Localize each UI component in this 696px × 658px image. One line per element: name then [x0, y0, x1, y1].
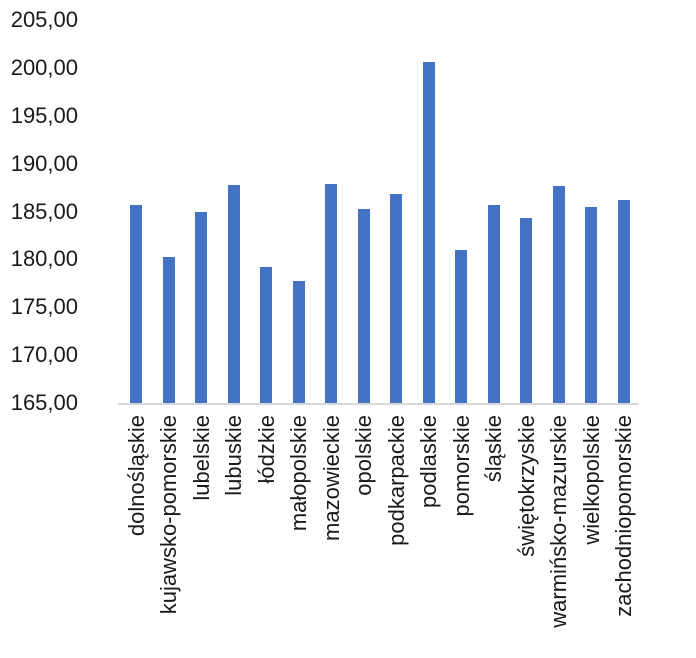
x-axis-line [118, 403, 638, 405]
bar [422, 62, 435, 403]
bar [130, 204, 143, 403]
x-axis-category-label: lubelskie [188, 415, 214, 501]
x-axis-category-label: świętokrzyskie [513, 415, 539, 557]
x-axis-category-label: opolskie [351, 415, 377, 496]
bar [390, 194, 403, 403]
bar [227, 184, 240, 403]
bar [292, 281, 305, 403]
x-axis-category-label: małopolskie [286, 415, 312, 532]
x-axis-category-label: pomorskie [448, 415, 474, 517]
y-axis-tick-label: 185,00 [10, 198, 78, 224]
bar [585, 206, 598, 403]
x-axis-category-label: podlaskie [416, 415, 442, 508]
x-axis-category-label: podkarpackie [383, 415, 409, 546]
x-axis-category-label: warmińsko-mazurskie [546, 415, 572, 628]
x-axis-category-label: zachodniopomorskie [611, 415, 637, 617]
y-axis-tick-label: 190,00 [10, 150, 78, 176]
y-axis-tick-label: 195,00 [10, 102, 78, 128]
bar [162, 256, 175, 403]
y-axis-tick-label: 180,00 [10, 246, 78, 272]
bar [520, 218, 533, 403]
x-axis-category-label: wielkopolskie [578, 415, 604, 545]
bar [195, 211, 208, 403]
y-axis-tick-label: 175,00 [10, 294, 78, 320]
x-axis-category-label: mazowieckie [318, 415, 344, 541]
bar [325, 183, 338, 403]
x-axis-category-label: łódzkie [253, 415, 279, 484]
x-axis-category-label: dolnośląskie [123, 415, 149, 537]
x-axis-category-label: lubuskie [221, 415, 247, 496]
x-axis-category-label: śląskie [481, 415, 507, 483]
bar [617, 200, 630, 403]
y-axis-tick-label: 200,00 [10, 55, 78, 81]
bar [552, 185, 565, 403]
y-axis-tick-label: 205,00 [10, 7, 78, 33]
bar [487, 204, 500, 403]
y-axis-tick-label: 165,00 [10, 390, 78, 415]
y-axis-tick-label: 170,00 [10, 342, 78, 368]
bar [260, 267, 273, 403]
bar [455, 249, 468, 403]
x-axis-category-label: kujawsko-pomorskie [156, 415, 182, 615]
bar [357, 208, 370, 403]
